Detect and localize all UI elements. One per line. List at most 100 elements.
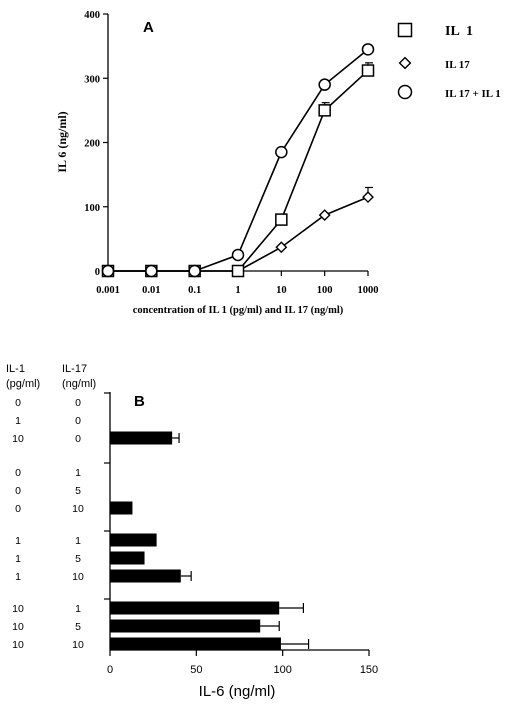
row-header-line: IL-1 [6,363,25,375]
data-point [361,43,375,56]
legend-label: IL 17 + IL 1 [445,88,501,100]
panel-a-letter: A [143,19,154,36]
il1-value: 0 [15,485,21,497]
il1-value: 10 [12,603,24,615]
bar [110,551,145,565]
y-tick-label: 300 [84,74,100,85]
il1-value: 0 [15,503,21,515]
legend-entry: IL 1 [397,22,473,39]
legend-entry: IL 17 [398,56,470,71]
legend-marker [397,84,413,100]
row-header-line: (ng/ml) [62,378,96,390]
series-line [108,69,369,272]
il1-value: 1 [15,415,21,427]
bar [110,569,181,583]
data-point [362,191,374,204]
row-header-il1: IL-1 (pg/ml) [6,363,40,390]
x-tick-label: 100 [273,664,291,676]
legend-marker [397,22,413,38]
bar [110,601,280,615]
il1-value: 0 [15,397,21,409]
x-tick-label: 0 [107,664,113,676]
x-tick-label: 1000 [358,285,379,296]
panel-b-chart: B IL-1 (pg/ml) IL-17 (ng/ml) IL-6 (ng/ml) 0… [6,363,378,700]
data-point [275,145,288,159]
il1-value: 1 [15,535,21,547]
data-point [275,241,288,254]
il17-value: 10 [72,503,84,515]
y-tick-label: 200 [84,139,100,150]
data-point [361,64,375,77]
il1-value: 10 [12,639,24,651]
data-point [145,264,158,278]
series-circle [101,43,375,278]
bar-group: 10 1 10 5 10 10 [12,598,310,651]
panel-a-x-axis-label: concentration of IL 1 (pg/ml) and IL 17 … [133,305,344,316]
bar [110,431,173,445]
bar [110,501,133,515]
data-point [101,264,115,278]
panel-b-x-ticks: 0 50 100 150 [107,650,378,676]
bar-row: 10 1 [12,601,304,615]
bar-row: 1 10 [15,569,192,583]
il17-value: 5 [75,621,81,633]
series-diamond [102,186,374,277]
panel-a-legend: IL 1 IL 17 IL 17 + IL 1 [397,22,501,100]
y-tick-label: 0 [95,267,100,278]
bar-row: 10 5 [12,619,280,633]
il17-value: 5 [75,553,81,565]
y-tick-label: 100 [84,203,100,214]
x-tick-label: 50 [190,664,202,676]
il17-value: 1 [75,535,81,547]
il17-value: 10 [72,571,84,583]
il17-value: 1 [75,467,81,479]
x-tick-label: 1 [235,285,240,296]
il17-value: 1 [75,603,81,615]
il17-value: 5 [75,485,81,497]
x-tick-label: 150 [360,664,378,676]
data-point [318,78,331,91]
panel-b-letter: B [134,393,145,410]
y-tick-label: 400 [84,10,100,21]
il1-value: 1 [15,553,21,565]
il1-value: 10 [12,621,24,633]
bar-group: 0 01 010 0 [12,392,180,445]
panel-a-y-axis-label: IL 6 (ng/ml) [55,111,69,172]
panel-b-row-headers: IL-1 (pg/ml) IL-17 (ng/ml) [6,363,96,390]
legend-entry: IL 17 + IL 1 [397,84,501,100]
legend-label: IL 17 [445,59,470,71]
data-point [275,213,288,226]
data-point [231,248,245,262]
il1-value: 10 [12,433,24,445]
panel-a-chart: A IL 6 (ng/ml) concentration of IL 1 (pg… [55,10,501,316]
il17-value: 0 [75,397,81,409]
series-square [101,62,375,278]
il17-value: 10 [72,639,84,651]
x-tick-label: 0.001 [96,285,120,296]
panel-a-series [101,43,375,278]
x-tick-label: 0.01 [142,285,160,296]
row-header-il17: IL-17 (ng/ml) [62,363,96,390]
bar-row: 10 10 [12,637,310,651]
x-tick-label: 0.1 [188,285,201,296]
bar [110,533,157,547]
il17-value: 0 [75,433,81,445]
panel-b-x-axis-label: IL-6 (ng/ml) [199,683,276,700]
bar [110,637,281,651]
legend-label: IL 1 [445,24,473,39]
data-point [318,209,331,222]
data-point [188,264,201,278]
bar-group: 0 10 50 10 [15,462,133,515]
bar [110,619,261,633]
row-header-line: IL-17 [62,363,87,375]
il17-value: 0 [75,415,81,427]
row-header-line: (pg/ml) [6,378,40,390]
